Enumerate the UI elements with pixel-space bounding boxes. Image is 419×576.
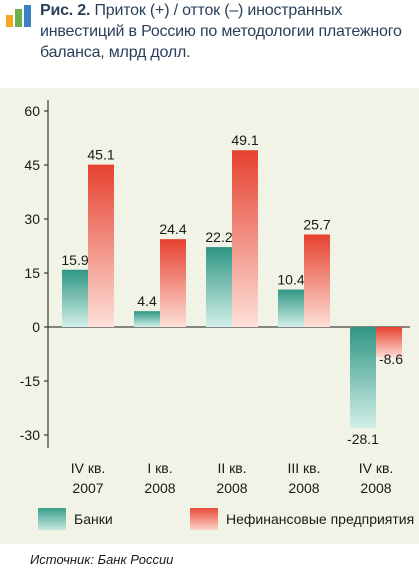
chart-logo-icon: [6, 5, 31, 27]
y-tick-label: 30: [24, 211, 40, 227]
bar-banks: [62, 269, 88, 327]
legend-label-banks: Банки: [74, 511, 113, 527]
bar-banks: [134, 311, 160, 327]
bar-nonfinancial: [304, 234, 330, 327]
legend-item-nonfinancial: Нефинансовые предприятия: [190, 508, 414, 530]
x-category-label: II кв.: [217, 460, 246, 476]
y-tick-label: 0: [32, 319, 40, 335]
value-label: 15.9: [61, 252, 88, 268]
bar-nonfinancial: [88, 164, 114, 327]
value-label: 25.7: [303, 216, 330, 232]
bar-nonfinancial: [232, 150, 258, 327]
bar-banks: [278, 289, 304, 327]
caption-label: Рис. 2.: [40, 2, 91, 19]
x-category-label: 2008: [288, 480, 319, 496]
chart-plot: 60 45 30 15 0 -15 -30 15.9 45.1 IV кв. 2007 4.4 24.4…: [20, 100, 410, 496]
x-category-label: I кв.: [147, 460, 172, 476]
x-category-label: IV кв.: [359, 460, 394, 476]
bar-banks: [350, 327, 376, 429]
y-tick-label: 45: [24, 157, 40, 173]
bar-nonfinancial: [376, 327, 402, 358]
x-category-label: 2008: [216, 480, 247, 496]
bar-banks: [206, 247, 232, 327]
chart-caption: Рис. 2. Приток (+) / отток (–) иностранн…: [40, 0, 416, 63]
y-tick-label: -30: [20, 427, 40, 443]
legend-item-banks: Банки: [38, 508, 113, 530]
value-label: -28.1: [347, 431, 379, 447]
value-label: 49.1: [231, 132, 258, 148]
chart-source: Источник: Банк России: [30, 552, 174, 567]
y-tick-label: 15: [24, 265, 40, 281]
x-category-label: IV кв.: [71, 460, 106, 476]
x-category-label: 2008: [144, 480, 175, 496]
legend-swatch-nonfinancial: [190, 508, 218, 530]
x-category-label: 2007: [72, 480, 103, 496]
chart-legend: Банки Нефинансовые предприятия: [0, 508, 419, 538]
x-category-label: 2008: [360, 480, 391, 496]
value-label: 4.4: [137, 293, 157, 309]
caption-text: Приток (+) / отток (–) иностранных инвес…: [40, 2, 402, 61]
y-tick-label: 60: [24, 103, 40, 119]
legend-label-nonfinancial: Нефинансовые предприятия: [226, 511, 415, 527]
value-label: 10.4: [277, 272, 304, 288]
bar-nonfinancial: [160, 239, 186, 327]
value-label: 45.1: [87, 147, 114, 163]
value-label: -8.6: [379, 351, 403, 367]
value-label: 22.2: [205, 229, 232, 245]
y-tick-label: -15: [20, 373, 40, 389]
value-label: 24.4: [159, 221, 186, 237]
legend-swatch-banks: [38, 508, 66, 530]
x-category-label: III кв.: [287, 460, 320, 476]
